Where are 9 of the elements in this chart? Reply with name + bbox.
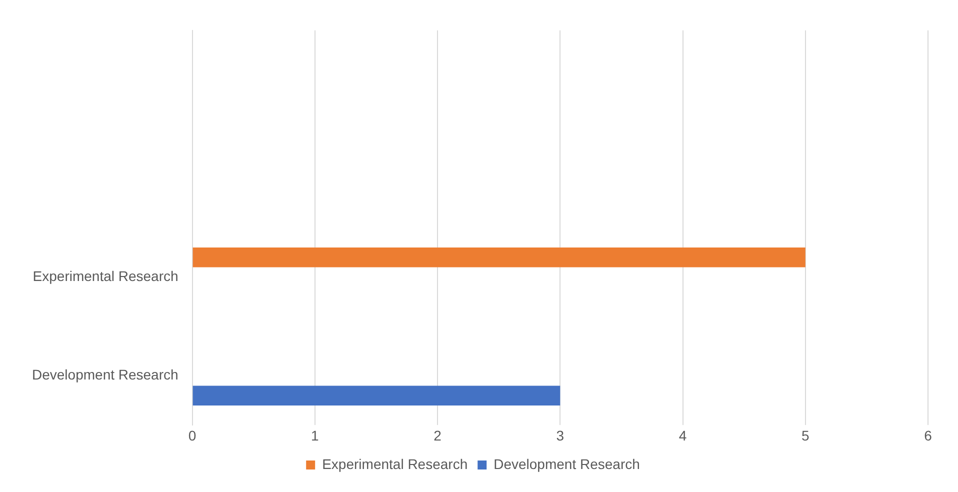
legend-label: Experimental Research xyxy=(322,456,468,472)
x-tick-label: 1 xyxy=(311,427,320,444)
x-tick-label: 0 xyxy=(188,427,196,444)
x-tick-label: 6 xyxy=(924,427,932,444)
x-tick-label: 3 xyxy=(556,427,564,444)
legend-label: Development Research xyxy=(494,456,640,472)
x-tick-label: 5 xyxy=(801,427,810,444)
x-tick-label: 4 xyxy=(678,427,687,444)
x-tick-label: 2 xyxy=(434,427,442,444)
